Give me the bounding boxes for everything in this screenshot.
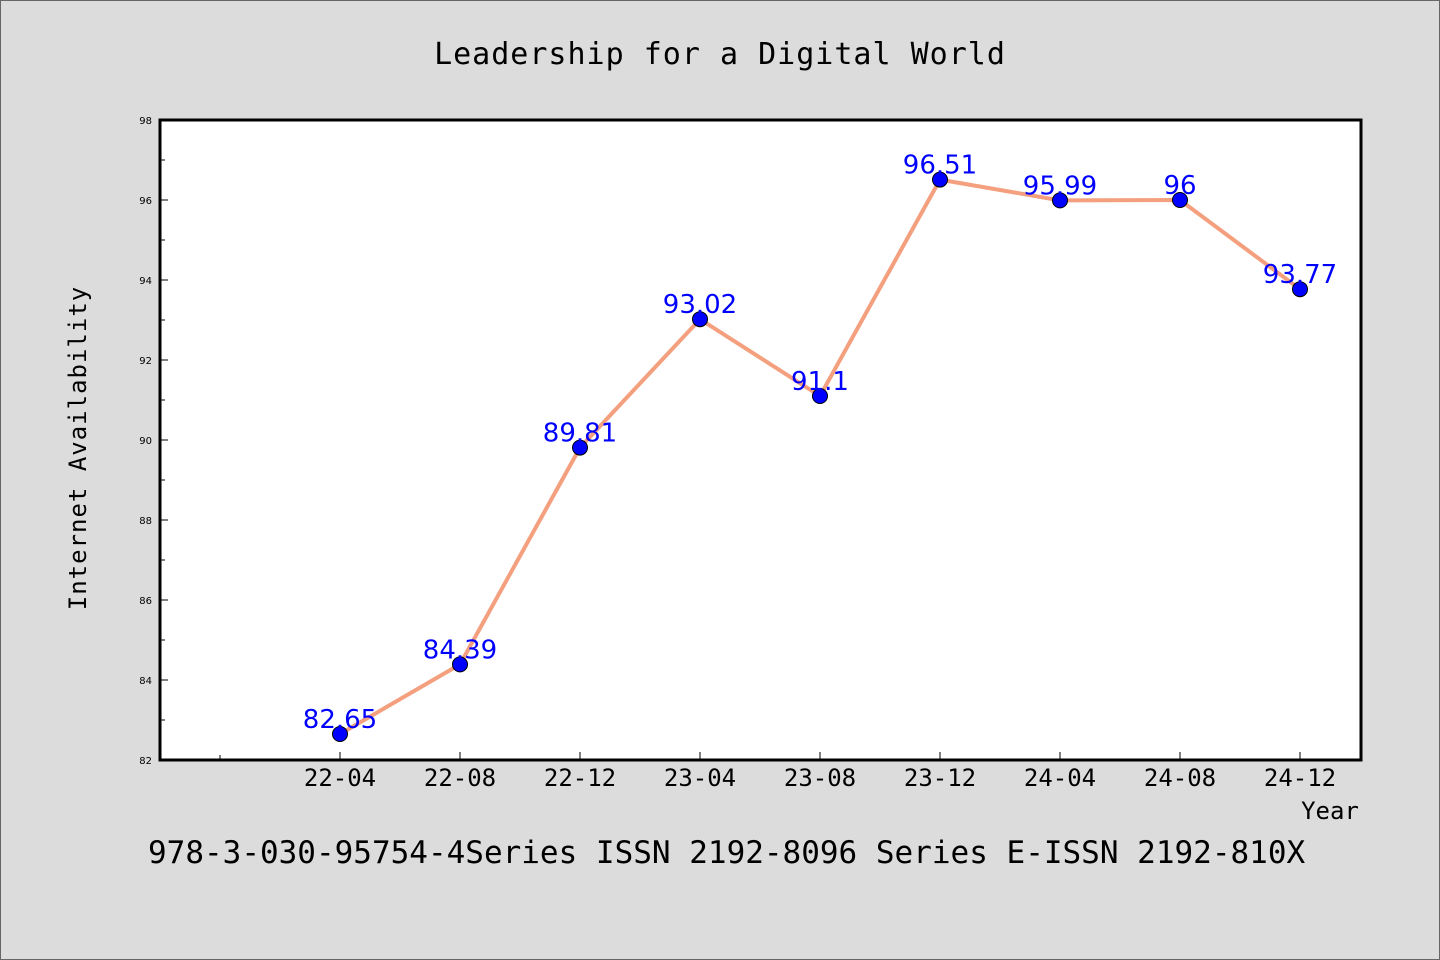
y-tick-label: 82: [139, 756, 152, 767]
chart-title: Leadership for a Digital World: [434, 37, 1006, 72]
data-point: [932, 171, 948, 188]
x-tick-label: 22-04: [304, 764, 376, 792]
y-tick-label: 98: [139, 116, 152, 127]
data-label: 93.77: [1263, 260, 1337, 290]
y-tick-label: 88: [139, 516, 152, 527]
x-tick-label: 23-12: [904, 764, 976, 792]
data-point: [332, 726, 348, 742]
data-point: [1292, 281, 1308, 298]
data-point: [692, 311, 708, 328]
plot-frame: [158, 118, 1363, 762]
data-label: 96.51: [903, 151, 977, 181]
data-point: [572, 439, 588, 456]
axes: 82 84 86 88 90 92 94 96 98 22-04 22-08 22-12 23-04 23…: [139, 116, 1336, 792]
y-tick-label: 92: [139, 356, 152, 367]
data-point: [452, 656, 468, 673]
y-tick-label: 90: [139, 436, 152, 447]
x-tick-label: 24-12: [1264, 764, 1336, 792]
data-point: [1172, 192, 1188, 208]
x-tick-label: 23-04: [664, 764, 736, 792]
y-axis-label: Internet Availability: [64, 286, 92, 610]
data-point: [1052, 192, 1068, 209]
x-tick-label: 23-08: [784, 764, 856, 792]
series-group: 82.65 84.39 89.81 93.02 91.1 96.51 95.99 96 93.7…: [303, 151, 1337, 742]
y-tick-label: 96: [139, 196, 152, 207]
x-tick-label: 24-04: [1024, 764, 1096, 792]
data-label: 95.99: [1023, 171, 1097, 201]
data-point: [812, 388, 828, 404]
x-tick-label: 22-12: [544, 764, 616, 792]
x-axis-label: Year: [1301, 797, 1359, 825]
data-label: 84.39: [423, 635, 497, 665]
data-label: 93.02: [663, 290, 737, 320]
data-label: 89.81: [543, 419, 617, 449]
data-label: 82.65: [303, 705, 377, 735]
y-tick-label: 94: [139, 276, 152, 287]
footer-text: 978-3-030-95754-4Series ISSN 2192-8096 S…: [148, 835, 1305, 871]
y-tick-label: 84: [139, 676, 152, 687]
data-label: 96: [1163, 171, 1196, 201]
data-label: 91.1: [791, 367, 849, 397]
x-tick-label: 22-08: [424, 764, 496, 792]
x-tick-label: 24-08: [1144, 764, 1216, 792]
y-tick-label: 86: [139, 596, 152, 607]
plot-area: [160, 120, 1361, 760]
